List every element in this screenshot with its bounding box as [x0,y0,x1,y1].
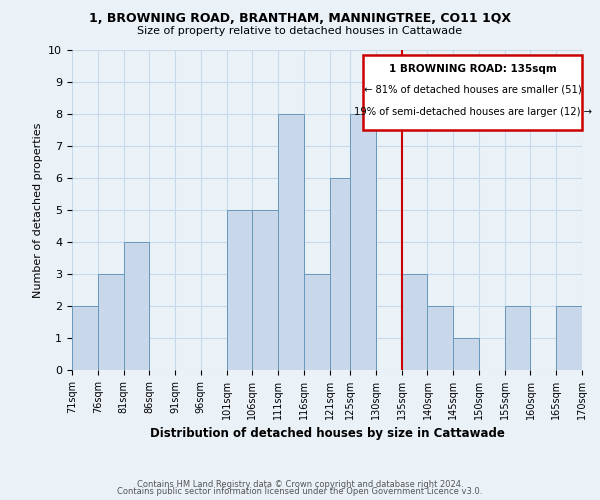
Text: 19% of semi-detached houses are larger (12) →: 19% of semi-detached houses are larger (… [353,108,592,118]
Text: 1, BROWNING ROAD, BRANTHAM, MANNINGTREE, CO11 1QX: 1, BROWNING ROAD, BRANTHAM, MANNINGTREE,… [89,12,511,26]
Bar [505,306,530,370]
Bar [253,210,278,370]
Bar [278,114,304,370]
Y-axis label: Number of detached properties: Number of detached properties [33,122,43,298]
Bar [350,114,376,370]
Bar [72,306,98,370]
Bar [98,274,124,370]
Text: Size of property relative to detached houses in Cattawade: Size of property relative to detached ho… [137,26,463,36]
Bar [227,210,253,370]
Bar [304,274,329,370]
FancyBboxPatch shape [363,55,582,130]
Bar [453,338,479,370]
Text: ← 81% of detached houses are smaller (51): ← 81% of detached houses are smaller (51… [364,85,581,95]
Bar [124,242,149,370]
Bar [329,178,350,370]
Text: 1 BROWNING ROAD: 135sqm: 1 BROWNING ROAD: 135sqm [389,64,556,74]
Text: Contains HM Land Registry data © Crown copyright and database right 2024.: Contains HM Land Registry data © Crown c… [137,480,463,489]
Bar [556,306,582,370]
X-axis label: Distribution of detached houses by size in Cattawade: Distribution of detached houses by size … [149,428,505,440]
Text: Contains public sector information licensed under the Open Government Licence v3: Contains public sector information licen… [118,488,482,496]
Bar [427,306,453,370]
Bar [401,274,427,370]
